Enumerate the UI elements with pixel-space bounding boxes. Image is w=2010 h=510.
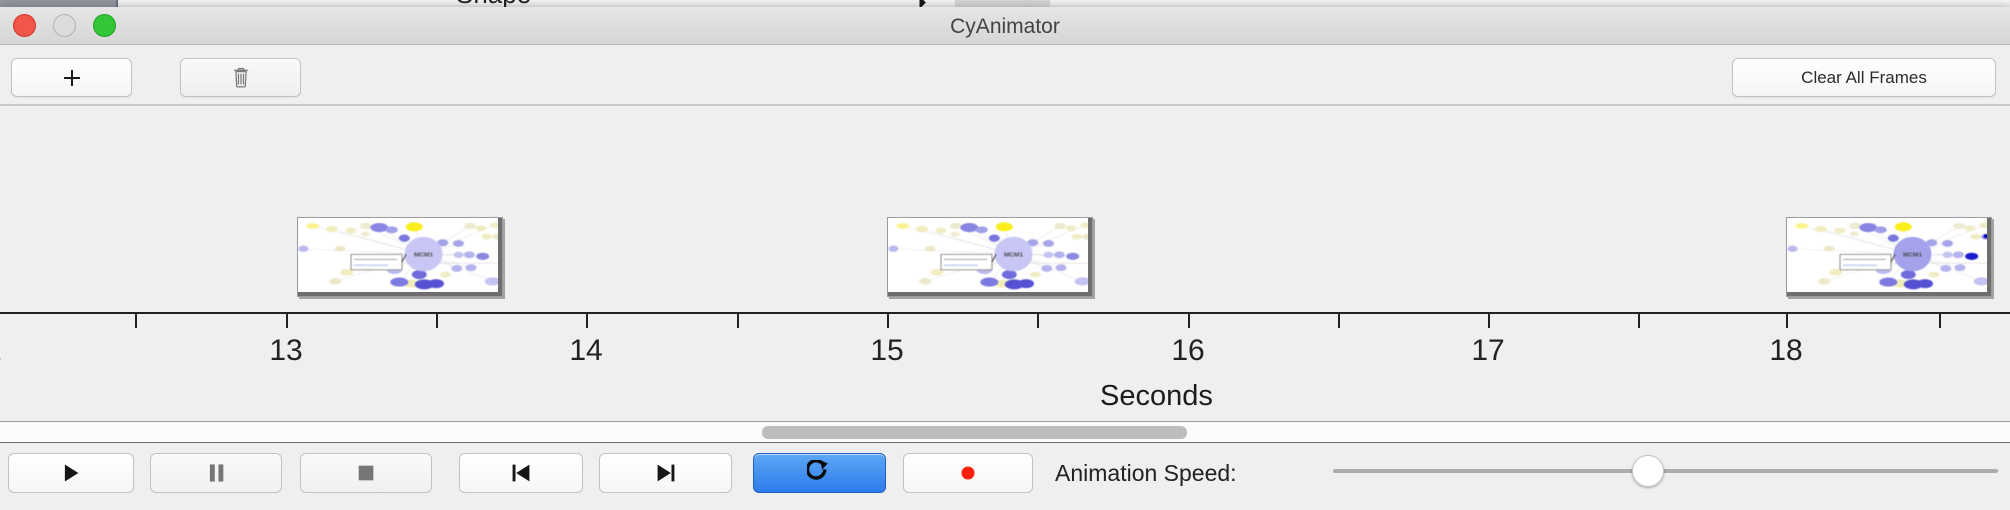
svg-text:MCM1: MCM1 <box>414 252 434 259</box>
svg-text:MCM1: MCM1 <box>1903 252 1923 259</box>
svg-text:MCM1: MCM1 <box>1004 252 1024 259</box>
